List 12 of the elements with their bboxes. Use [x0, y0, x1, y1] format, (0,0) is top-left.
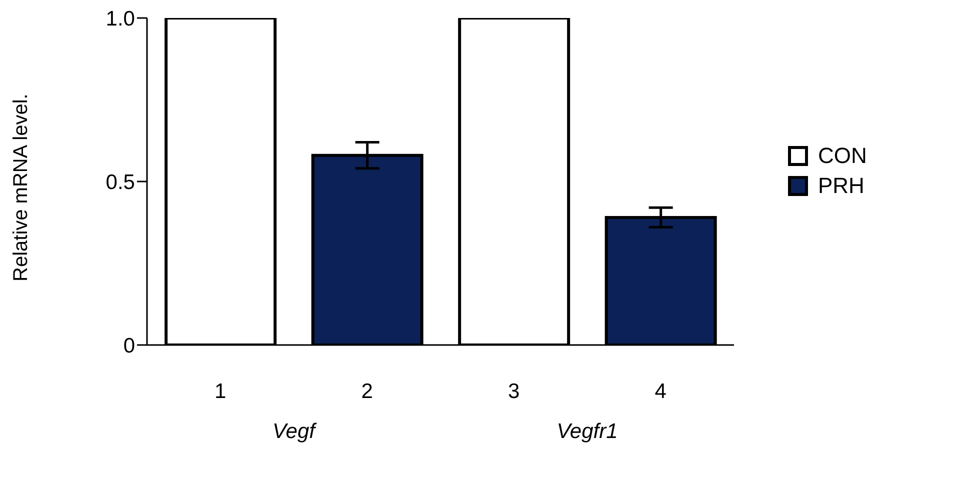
legend-label: CON [818, 143, 867, 169]
x-tick-label: 4 [654, 380, 667, 403]
text: Vegfr1 [556, 420, 619, 444]
x-tick-label: 1 [214, 380, 226, 403]
y-tick-label: 0.5 [106, 170, 135, 194]
y-tick-label: 0 [123, 334, 135, 358]
y-axis-title: Relative mRNA level. [10, 94, 32, 282]
x-tick-label: 2 [361, 380, 373, 403]
y-tick-label: 1.0 [106, 7, 135, 30]
text: Vegf [272, 420, 318, 444]
x-tick-label: 3 [508, 380, 520, 403]
legend-label: PRH [818, 173, 864, 199]
